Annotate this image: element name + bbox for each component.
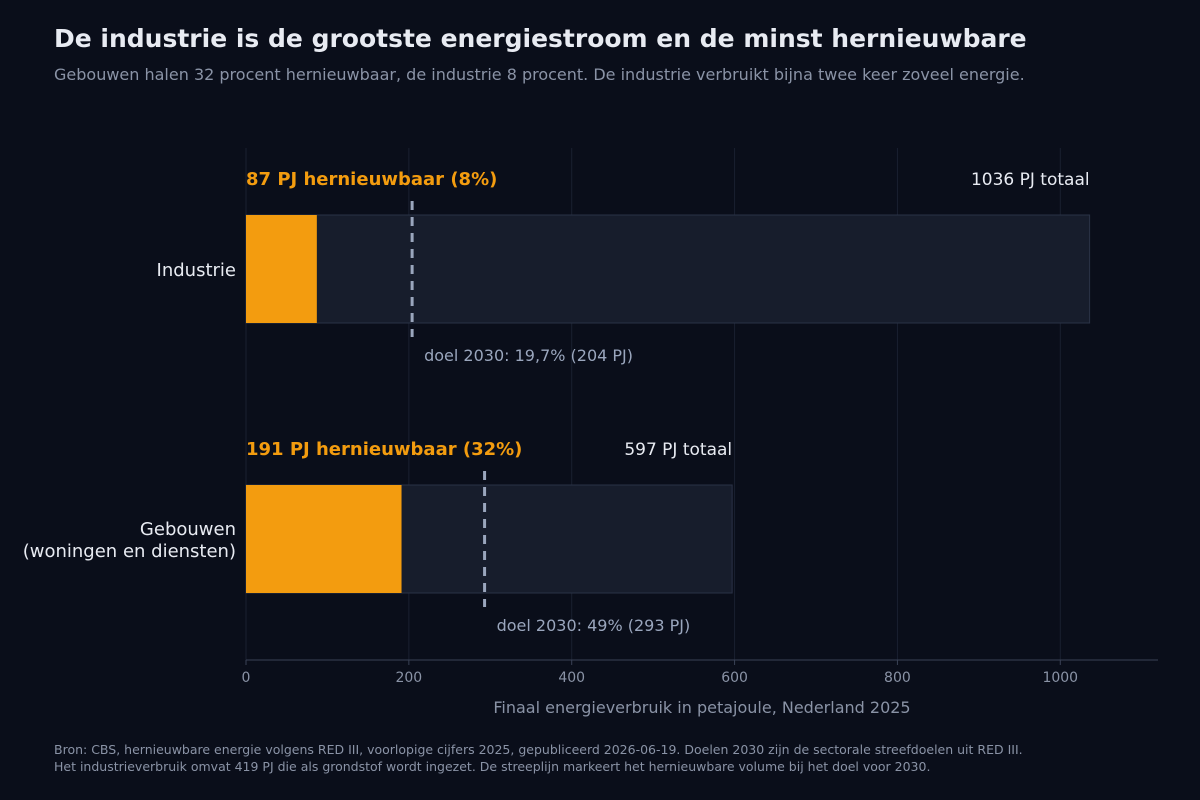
x-tick-label: 200 — [395, 670, 422, 686]
renewable-label: 191 PJ hernieuwbaar (32%) — [246, 439, 522, 460]
x-tick-label: 400 — [558, 670, 585, 686]
renewable-label: 87 PJ hernieuwbaar (8%) — [246, 169, 497, 190]
x-tick-label: 0 — [242, 670, 251, 686]
category-label: Industrie — [157, 260, 236, 281]
total-label: 1036 PJ totaal — [971, 170, 1090, 190]
total-bar — [245, 214, 1091, 324]
page-subtitle: Gebouwen halen 32 procent hernieuwbaar, … — [54, 65, 1025, 84]
x-tick-label: 800 — [884, 670, 911, 686]
x-tick-label: 600 — [721, 670, 748, 686]
footnote-line-2: Het industrieverbruik omvat 419 PJ die a… — [54, 759, 931, 774]
target-2030-label: doel 2030: 49% (293 PJ) — [497, 616, 691, 635]
footnote-line-1: Bron: CBS, hernieuwbare energie volgens … — [54, 742, 1023, 757]
renewable-bar — [246, 485, 402, 593]
total-label: 597 PJ totaal — [624, 440, 732, 460]
renewable-bar — [246, 215, 317, 323]
x-axis-label: Finaal energieverbruik in petajoule, Ned… — [493, 698, 910, 717]
category-label: (woningen en diensten) — [23, 541, 236, 562]
page-title: De industrie is de grootste energiestroo… — [54, 24, 1027, 53]
source-footnote: Bron: CBS, hernieuwbare energie volgens … — [54, 741, 1023, 775]
x-tick-label: 1000 — [1042, 670, 1078, 686]
target-2030-label: doel 2030: 19,7% (204 PJ) — [424, 346, 633, 365]
category-label: Gebouwen — [140, 519, 236, 540]
